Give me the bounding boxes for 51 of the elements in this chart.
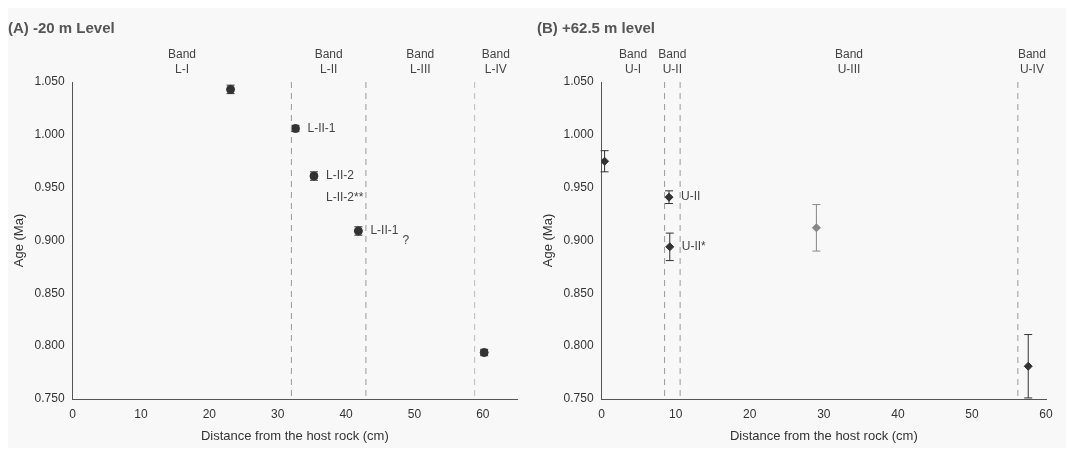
point	[811, 223, 821, 233]
y-tick-label: 1.050	[563, 74, 594, 89]
point	[601, 156, 610, 166]
annotation: ?	[402, 232, 410, 247]
x-tick-label: 40	[891, 406, 905, 421]
y-tick-label: 1.000	[563, 127, 594, 142]
text: Band U-IV	[1017, 47, 1046, 77]
y-axis-title: Age (Ma)	[540, 213, 556, 268]
chart-title: (B) +62.5 m level	[537, 19, 655, 37]
y-axis-title: Age (Ma)	[11, 213, 27, 268]
x-tick-label: 50	[965, 406, 979, 421]
y-tick-label: 0.950	[563, 179, 594, 194]
y-tick-label: 0.850	[563, 285, 594, 300]
text: Band L-I	[168, 47, 197, 77]
y-tick-label: 0.750	[34, 391, 65, 406]
y-tick-label: 1.000	[34, 127, 65, 142]
x-tick-label: 20	[202, 406, 217, 421]
annotation: L-II-2	[325, 168, 355, 183]
x-tick-label: 50	[407, 406, 422, 421]
text: Band L-III	[406, 47, 435, 77]
x-tick-label: 20	[743, 406, 757, 421]
x-tick-label: 40	[339, 406, 354, 421]
text: Band L-IV	[481, 47, 510, 77]
y-tick-label: 0.750	[563, 391, 594, 406]
text: Band L-II	[314, 47, 343, 77]
x-tick-label: 10	[669, 406, 683, 421]
x-tick-label: 60	[476, 406, 490, 421]
text: Band U-I	[619, 47, 648, 77]
annotation: L-II-1	[370, 223, 399, 238]
annotation: L-II-2**	[325, 190, 364, 205]
x-tick-label: 30	[271, 406, 285, 421]
y-tick-label: 1.050	[34, 74, 65, 89]
x-axis-title: Distance from the host rock (cm)	[729, 427, 918, 443]
annotation: U-II	[681, 189, 701, 204]
y-tick-label: 0.900	[34, 232, 65, 247]
y-tick-label: 0.800	[34, 338, 65, 353]
y-tick-label: 0.900	[563, 232, 594, 247]
text: Band U-II	[658, 47, 687, 77]
x-tick-label: 60	[1039, 406, 1053, 421]
annotation: U-II*	[681, 239, 707, 254]
y-tick-label: 0.950	[34, 179, 65, 194]
x-tick-label: 10	[134, 406, 148, 421]
annotation: L-II-1	[307, 120, 336, 135]
chart-title: (A) -20 m Level	[8, 19, 115, 37]
x-tick-label: 30	[817, 406, 831, 421]
x-tick-label: 0	[598, 406, 606, 421]
text: Band U-III	[834, 47, 864, 77]
y-tick-label: 0.800	[563, 338, 594, 353]
x-axis-title: Distance from the host rock (cm)	[200, 427, 389, 443]
x-tick-label: 0	[69, 406, 77, 421]
y-tick-label: 0.850	[34, 285, 65, 300]
